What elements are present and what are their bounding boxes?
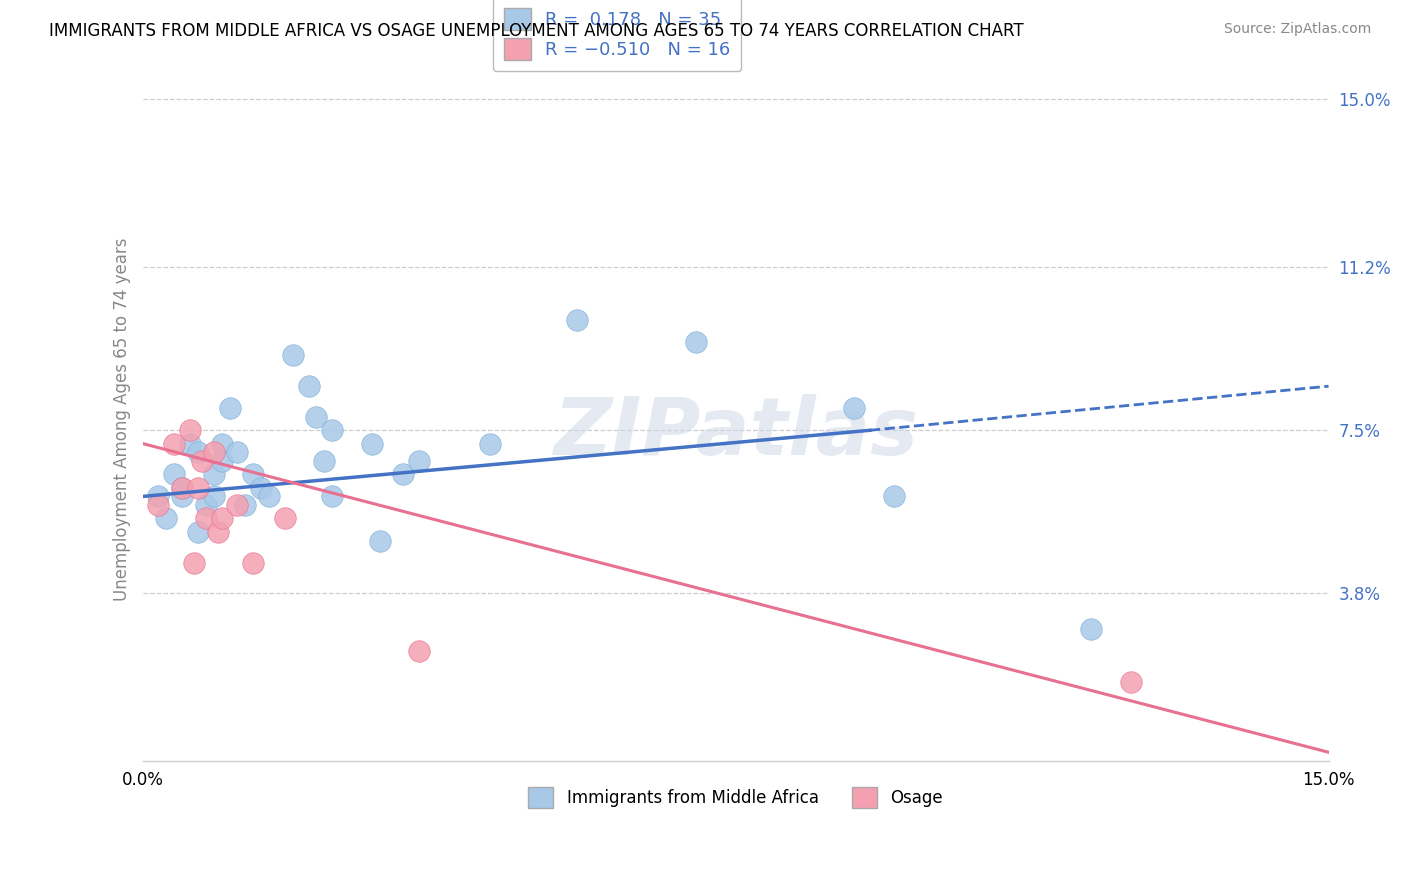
Point: [148, 498, 170, 512]
Point: [170, 481, 193, 495]
Point: [155, 511, 177, 525]
Point: [233, 498, 256, 512]
Point: [211, 454, 233, 468]
Point: [183, 556, 205, 570]
Point: [883, 490, 905, 504]
Point: [179, 423, 201, 437]
Point: [392, 467, 415, 482]
Point: [685, 334, 707, 349]
Point: [321, 490, 343, 504]
Point: [242, 556, 264, 570]
Point: [274, 511, 297, 525]
Point: [148, 490, 170, 504]
Point: [297, 379, 319, 393]
Point: [257, 490, 280, 504]
Text: Source: ZipAtlas.com: Source: ZipAtlas.com: [1223, 22, 1371, 37]
Point: [321, 423, 343, 437]
Legend: Immigrants from Middle Africa, Osage: Immigrants from Middle Africa, Osage: [522, 780, 949, 814]
Point: [226, 445, 249, 459]
Point: [305, 410, 328, 425]
Point: [163, 436, 186, 450]
Text: ZIPatlas: ZIPatlas: [553, 394, 918, 472]
Point: [226, 498, 249, 512]
Point: [479, 436, 502, 450]
Point: [1080, 622, 1102, 636]
Point: [281, 348, 304, 362]
Y-axis label: Unemployment Among Ages 65 to 74 years: Unemployment Among Ages 65 to 74 years: [114, 237, 131, 601]
Point: [842, 401, 865, 416]
Point: [191, 454, 214, 468]
Point: [314, 454, 336, 468]
Point: [194, 498, 217, 512]
Point: [187, 445, 209, 459]
Point: [360, 436, 382, 450]
Point: [368, 533, 391, 548]
Point: [163, 467, 186, 482]
Point: [211, 436, 233, 450]
Point: [170, 490, 193, 504]
Point: [207, 524, 229, 539]
Point: [408, 454, 430, 468]
Point: [250, 481, 273, 495]
Point: [179, 436, 201, 450]
Point: [202, 467, 225, 482]
Point: [194, 511, 217, 525]
Point: [408, 644, 430, 658]
Point: [1119, 674, 1142, 689]
Point: [242, 467, 264, 482]
Text: IMMIGRANTS FROM MIDDLE AFRICA VS OSAGE UNEMPLOYMENT AMONG AGES 65 TO 74 YEARS CO: IMMIGRANTS FROM MIDDLE AFRICA VS OSAGE U…: [49, 22, 1024, 40]
Point: [218, 401, 240, 416]
Point: [187, 524, 209, 539]
Point: [202, 445, 225, 459]
Point: [567, 313, 589, 327]
Point: [170, 481, 193, 495]
Point: [202, 490, 225, 504]
Point: [187, 481, 209, 495]
Point: [211, 511, 233, 525]
